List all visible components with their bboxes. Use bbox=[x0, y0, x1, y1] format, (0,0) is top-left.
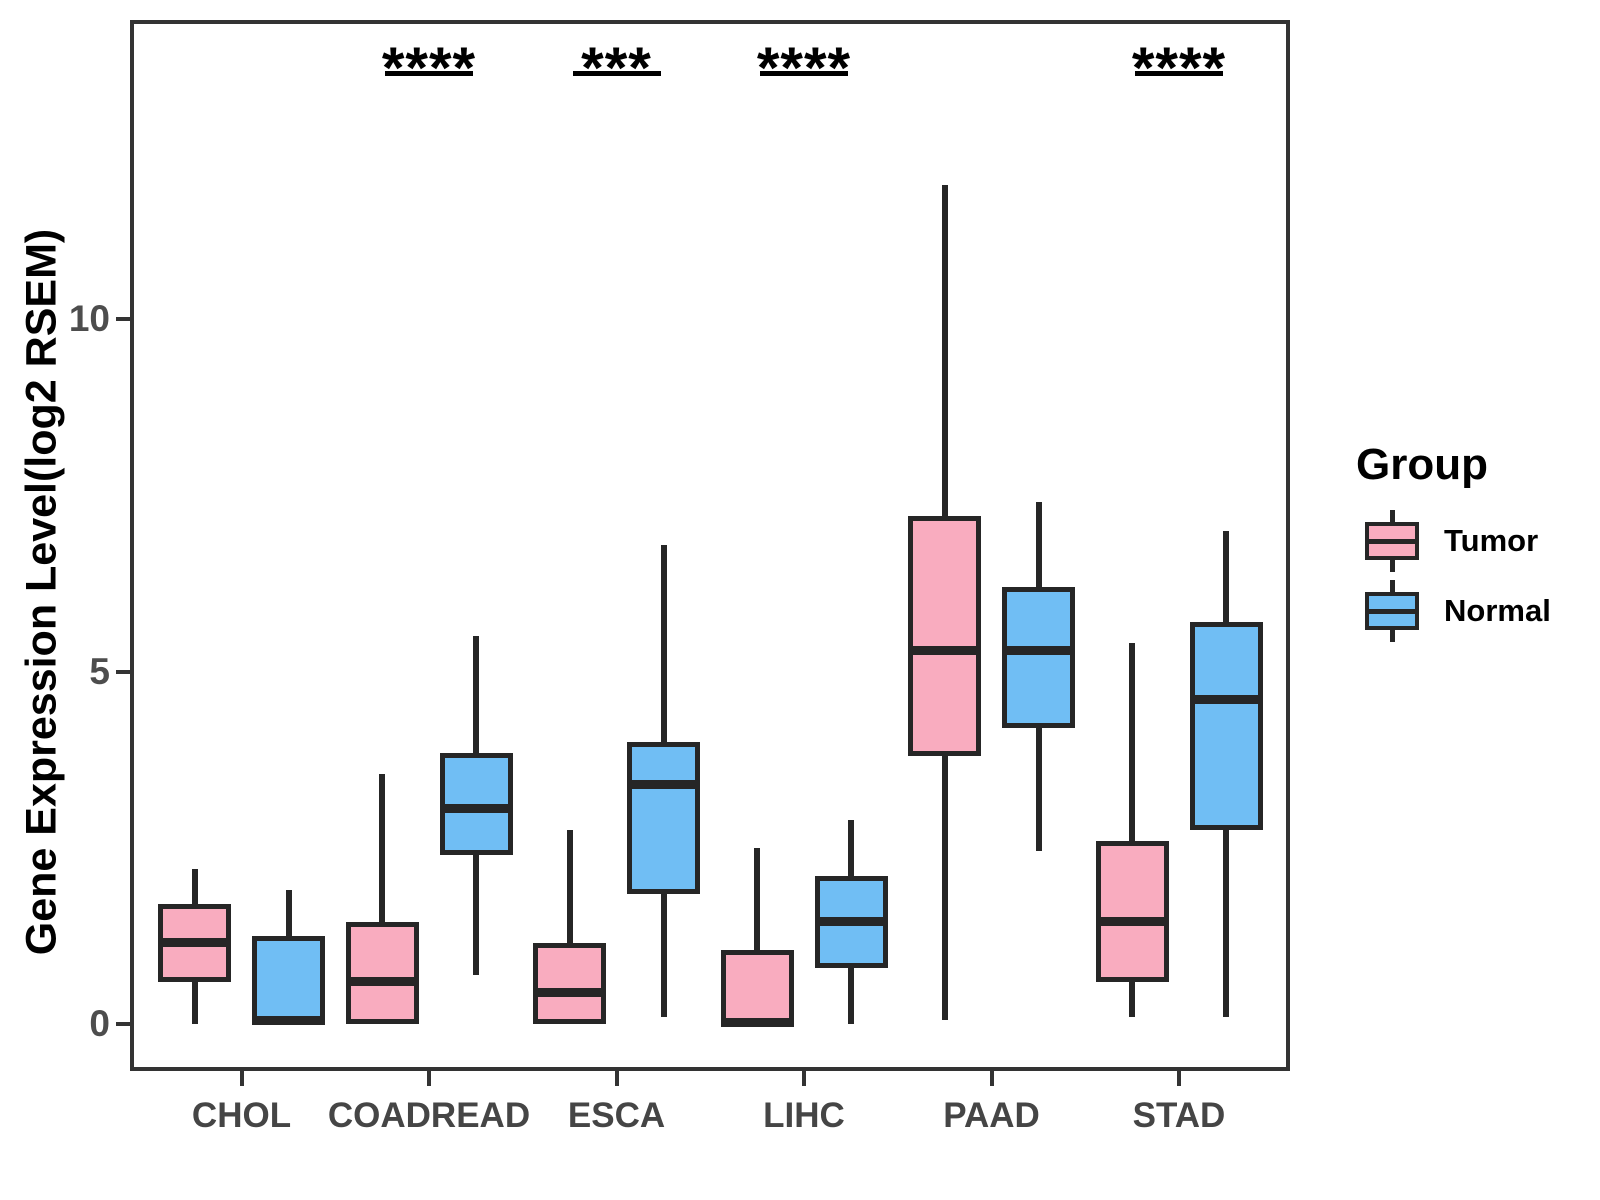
median-normal-CHOL bbox=[252, 1015, 325, 1025]
whisker-tumor-STAD bbox=[1129, 643, 1135, 1017]
legend-title: Group bbox=[1356, 440, 1488, 489]
box-normal-PAAD bbox=[1002, 586, 1075, 728]
significance-bar-COADREAD bbox=[385, 71, 473, 76]
x-tick-label-STAD: STAD bbox=[1132, 1096, 1226, 1135]
box-tumor-STAD bbox=[1095, 840, 1169, 982]
y-tick-label-5: 5 bbox=[89, 650, 110, 692]
legend-key-tumor bbox=[1364, 510, 1420, 572]
median-normal-ESCA bbox=[627, 779, 700, 789]
legend-key-whisker-bottom bbox=[1390, 630, 1395, 642]
box-normal-CHOL bbox=[252, 935, 325, 1024]
median-tumor-PAAD bbox=[908, 645, 981, 655]
y-tick-label-10: 10 bbox=[68, 298, 110, 339]
x-tick-label-CHOL: CHOL bbox=[191, 1096, 292, 1135]
median-normal-COADREAD bbox=[439, 804, 513, 814]
x-tick-mark-STAD bbox=[1177, 1071, 1181, 1086]
x-tick-mark-CHOL bbox=[239, 1071, 244, 1086]
significance-bar-LIHC bbox=[760, 71, 848, 76]
legend-key-median bbox=[1365, 538, 1419, 544]
box-tumor-PAAD bbox=[908, 516, 981, 757]
significance-stars-COADREAD: **** bbox=[381, 36, 477, 101]
whisker-tumor-COADREAD bbox=[379, 773, 385, 1024]
box-tumor-LIHC bbox=[720, 949, 794, 1024]
box-normal-COADREAD bbox=[439, 752, 513, 855]
legend-label-tumor: Tumor bbox=[1444, 523, 1539, 558]
x-tick-label-PAAD: PAAD bbox=[943, 1096, 1040, 1135]
y-tick-mark-0 bbox=[116, 1022, 130, 1026]
legend-key-whisker-bottom bbox=[1390, 560, 1395, 572]
box-normal-STAD bbox=[1189, 622, 1263, 831]
legend-key-whisker-top bbox=[1390, 510, 1395, 522]
median-tumor-COADREAD bbox=[345, 977, 419, 987]
significance-stars-STAD: **** bbox=[1131, 36, 1227, 101]
median-tumor-LIHC bbox=[720, 1018, 794, 1028]
significance-bar-STAD bbox=[1135, 71, 1223, 76]
x-tick-label-LIHC: LIHC bbox=[763, 1096, 845, 1135]
median-normal-STAD bbox=[1189, 695, 1263, 705]
median-normal-LIHC bbox=[814, 917, 888, 927]
box-tumor-COADREAD bbox=[345, 921, 419, 1024]
y-tick-mark-10 bbox=[116, 317, 130, 321]
x-tick-mark-PAAD bbox=[989, 1071, 994, 1086]
legend-key-normal bbox=[1364, 580, 1420, 642]
box-normal-ESCA bbox=[627, 742, 700, 894]
whisker-tumor-LIHC bbox=[754, 847, 760, 1024]
y-tick-mark-5 bbox=[116, 669, 130, 674]
box-tumor-ESCA bbox=[533, 942, 606, 1024]
whisker-tumor-ESCA bbox=[566, 830, 573, 1024]
significance-stars-ESCA: *** bbox=[581, 36, 652, 101]
x-tick-mark-COADREAD bbox=[427, 1071, 431, 1086]
legend-key-median bbox=[1365, 608, 1419, 614]
median-tumor-CHOL bbox=[158, 938, 231, 948]
median-tumor-STAD bbox=[1095, 917, 1169, 927]
significance-bar-ESCA bbox=[572, 71, 661, 76]
median-normal-PAAD bbox=[1002, 645, 1075, 655]
y-tick-label-0: 0 bbox=[89, 1003, 110, 1044]
x-tick-label-ESCA: ESCA bbox=[567, 1096, 666, 1135]
x-tick-mark-ESCA bbox=[614, 1071, 619, 1086]
significance-stars-LIHC: **** bbox=[756, 36, 852, 101]
median-tumor-ESCA bbox=[533, 987, 606, 997]
x-tick-label-COADREAD: COADREAD bbox=[327, 1096, 531, 1135]
x-tick-mark-LIHC bbox=[802, 1071, 806, 1086]
legend-key-whisker-top bbox=[1390, 580, 1395, 592]
legend-label-normal: Normal bbox=[1444, 593, 1551, 628]
